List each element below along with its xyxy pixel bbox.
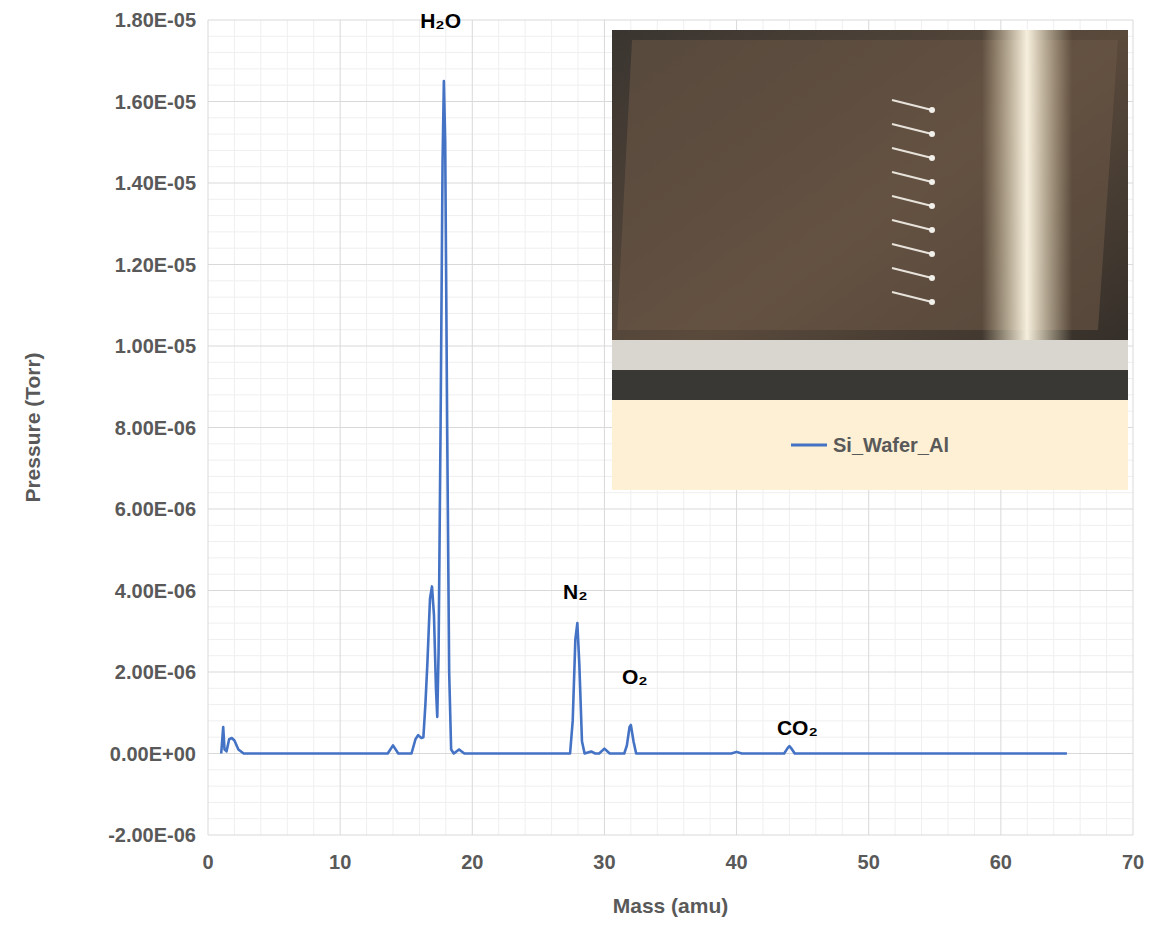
y-tick-label: 8.00E-06	[115, 417, 196, 439]
wire-bond	[892, 244, 932, 254]
wire-bond	[892, 196, 932, 206]
minor-grid-line	[208, 525, 1133, 526]
bond-pad	[929, 203, 935, 209]
bond-pad	[929, 179, 935, 185]
grid-line	[208, 835, 1133, 836]
bond-pad	[929, 155, 935, 161]
minor-grid-line	[208, 606, 1133, 607]
bond-pad	[929, 251, 935, 257]
wire-bond	[892, 100, 932, 110]
minor-grid-line	[208, 688, 1133, 689]
y-tick-label: 2.00E-06	[115, 661, 196, 683]
wire-bond	[892, 148, 932, 158]
photo-background	[612, 30, 1128, 400]
minor-grid-line	[208, 639, 1133, 640]
wire-bond	[892, 268, 932, 278]
y-tick-label: 1.20E-05	[115, 254, 196, 276]
x-tick-label: 0	[202, 851, 213, 873]
minor-grid-line	[208, 574, 1133, 575]
x-tick-label: 60	[990, 851, 1012, 873]
light-reflection	[982, 30, 1072, 340]
wire-bond	[892, 292, 932, 302]
y-tick-label: 0.00E+00	[110, 743, 196, 765]
grid-line	[208, 20, 1133, 21]
legend: Si_Wafer_Al	[612, 400, 1128, 490]
minor-grid-line	[208, 802, 1133, 803]
grid	[208, 20, 1133, 835]
y-tick-label: 1.40E-05	[115, 172, 196, 194]
y-tick-label: 4.00E-06	[115, 580, 196, 602]
chart: 0 10 20 30 40 50 60 70 -2.00E-06 0.00E+00 2.00E-06…	[0, 0, 1152, 940]
x-tick-label: 20	[461, 851, 483, 873]
y-tick-label: 1.00E-05	[115, 335, 196, 357]
minor-grid-line	[208, 786, 1133, 787]
minor-grid-line	[208, 623, 1133, 624]
y-tick-label: 6.00E-06	[115, 498, 196, 520]
x-axis-title: Mass (amu)	[613, 894, 729, 917]
wire-bond	[892, 172, 932, 182]
grid-line	[208, 672, 1133, 673]
x-tick-label: 10	[329, 851, 351, 873]
holder	[612, 340, 1128, 370]
y-axis-title: Pressure (Torr)	[21, 352, 44, 502]
minor-grid-line	[208, 737, 1133, 738]
y-tick-label: -2.00E-06	[108, 824, 196, 846]
grid-line	[208, 590, 1133, 591]
y-tick-label: 1.80E-05	[115, 9, 196, 31]
bond-pad	[929, 299, 935, 305]
y-tick-label: 1.60E-05	[115, 91, 196, 113]
x-tick-label: 70	[1122, 851, 1144, 873]
x-tick-label: 50	[858, 851, 880, 873]
bond-pad	[929, 275, 935, 281]
bond-pad	[929, 227, 935, 233]
minor-grid-line	[208, 541, 1133, 542]
x-tick-label: 40	[725, 851, 747, 873]
minor-grid-line	[208, 492, 1133, 493]
x-tick-label: 30	[593, 851, 615, 873]
bond-pad	[929, 107, 935, 113]
wire-bond	[892, 220, 932, 230]
grid-line	[208, 509, 1133, 510]
minor-grid-line	[208, 704, 1133, 705]
peak-label: CO₂	[777, 716, 818, 739]
legend-swatch	[791, 444, 827, 447]
wire-bond	[892, 124, 932, 134]
inset-photo	[612, 30, 1128, 400]
peak-label: N₂	[563, 580, 588, 603]
minor-grid-line	[208, 557, 1133, 558]
holder-shadow	[612, 370, 1128, 400]
peak-label: H₂O	[420, 9, 461, 32]
minor-grid-line	[208, 769, 1133, 770]
minor-grid-line	[208, 720, 1133, 721]
minor-grid-line	[208, 655, 1133, 656]
legend-label: Si_Wafer_Al	[833, 434, 949, 456]
bond-pad	[929, 131, 935, 137]
peak-label: O₂	[622, 665, 648, 688]
minor-grid-line	[208, 818, 1133, 819]
legend-box	[612, 400, 1128, 490]
